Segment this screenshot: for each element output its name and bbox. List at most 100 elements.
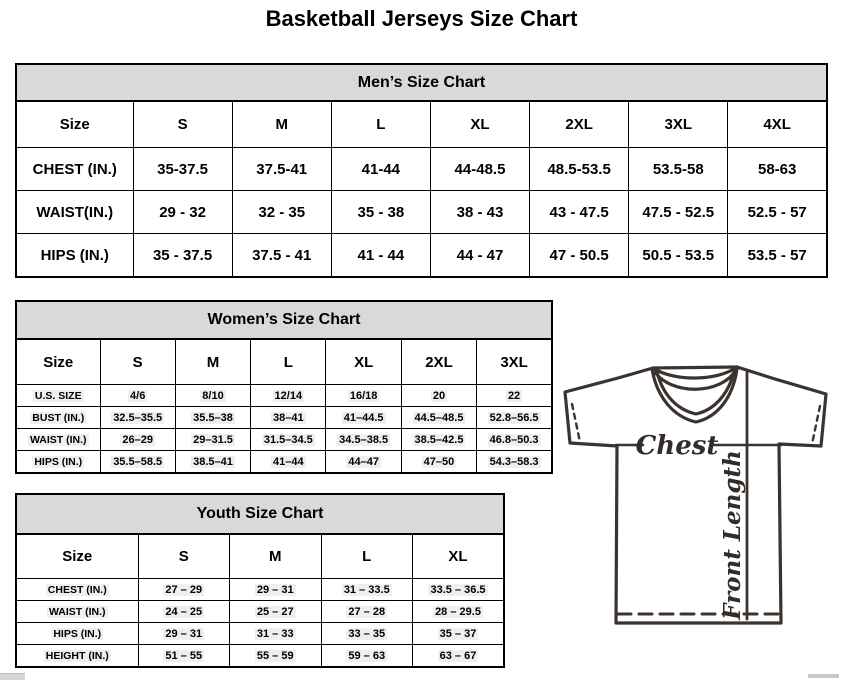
women-row-label: HIPS (IN.) — [15, 450, 101, 474]
youth-row-label: WAIST (IN.) — [15, 600, 139, 623]
women-cell: 38.5–42.5 — [400, 428, 478, 451]
left-cuff-dashed-seam — [570, 402, 582, 444]
youth-cell: 55 – 59 — [229, 644, 322, 668]
youth-col-M: M — [229, 533, 322, 579]
men-cell: 53.5 - 57 — [727, 233, 828, 278]
women-cell: 35.5–58.5 — [99, 450, 176, 474]
youth-col-L: L — [320, 533, 413, 579]
women-cell: 38–41 — [250, 406, 327, 429]
women-cell: 44.5–48.5 — [400, 406, 478, 429]
youth-cell: 51 – 55 — [137, 644, 230, 668]
women-cell: 52.8–56.5 — [476, 406, 553, 429]
women-cell: 29–31.5 — [174, 428, 252, 451]
right-cuff-dashed-seam — [810, 404, 822, 446]
youth-cell: 24 – 25 — [137, 600, 230, 623]
men-cell: 47.5 - 52.5 — [628, 190, 729, 234]
youth-row-label: HEIGHT (IN.) — [15, 644, 139, 668]
women-col-3XL: 3XL — [476, 338, 553, 385]
mens-size-chart-table: Men’s Size Chart Size S M L XL 2XL 3XL 4XL CHEST … — [15, 63, 828, 278]
women-col-S: S — [99, 338, 176, 385]
jersey-outline — [563, 365, 828, 625]
men-col-S: S — [132, 100, 233, 148]
men-cell: 48.5-53.5 — [529, 147, 630, 191]
page-title: Basketball Jerseys Size Chart — [265, 6, 578, 31]
jersey-vneck-outer — [650, 367, 739, 424]
men-cell: 50.5 - 53.5 — [628, 233, 729, 278]
men-cell: 47 - 50.5 — [529, 233, 630, 278]
women-row-label: BUST (IN.) — [15, 406, 101, 429]
men-chart-title: Men’s Size Chart — [15, 63, 828, 102]
women-col-2XL: 2XL — [400, 338, 478, 385]
women-cell: 20 — [400, 384, 478, 407]
men-size-header: Size — [15, 100, 134, 148]
youth-chart-title: Youth Size Chart — [15, 493, 505, 535]
women-cell: 44–47 — [325, 450, 402, 474]
youth-cell: 35 – 37 — [412, 622, 505, 645]
women-chart-title: Women’s Size Chart — [15, 300, 553, 340]
women-cell: 41–44 — [250, 450, 327, 474]
women-cell: 31.5–34.5 — [250, 428, 327, 451]
youth-row-label: CHEST (IN.) — [15, 578, 139, 601]
men-row-label: WAIST(IN.) — [15, 190, 134, 234]
women-size-header: Size — [15, 338, 101, 385]
women-cell: 38.5–41 — [174, 450, 252, 474]
men-cell: 29 - 32 — [132, 190, 233, 234]
men-cell: 38 - 43 — [429, 190, 531, 234]
youth-cell: 63 – 67 — [412, 644, 505, 668]
women-cell: 32.5–35.5 — [99, 406, 176, 429]
jersey-collar-back-arc — [651, 365, 739, 380]
women-cell: 4/6 — [99, 384, 176, 407]
youth-cell: 29 – 31 — [137, 622, 230, 645]
front-length-label: Front Length — [719, 450, 746, 621]
jersey-collar-band-arc — [652, 368, 738, 391]
men-cell: 52.5 - 57 — [727, 190, 828, 234]
women-cell: 26–29 — [99, 428, 176, 451]
women-cell: 34.5–38.5 — [325, 428, 402, 451]
men-col-M: M — [231, 100, 332, 148]
men-cell: 44-48.5 — [429, 147, 531, 191]
youth-cell: 33 – 35 — [320, 622, 413, 645]
women-cell: 41–44.5 — [325, 406, 402, 429]
men-col-2XL: 2XL — [529, 100, 630, 148]
women-cell: 8/10 — [174, 384, 252, 407]
youth-cell: 29 – 31 — [229, 578, 322, 601]
men-cell: 58-63 — [727, 147, 828, 191]
scrollbar-fragment-left[interactable] — [0, 673, 25, 680]
women-cell: 35.5–38 — [174, 406, 252, 429]
women-cell: 12/14 — [250, 384, 327, 407]
men-cell: 37.5-41 — [231, 147, 332, 191]
women-col-XL: XL — [325, 338, 402, 385]
women-cell: 54.3–58.3 — [476, 450, 553, 474]
youth-size-header: Size — [15, 533, 139, 579]
scrollbar-fragment-right[interactable] — [808, 674, 839, 678]
men-cell: 35-37.5 — [132, 147, 233, 191]
women-row-label: WAIST (IN.) — [15, 428, 101, 451]
women-cell: 47–50 — [400, 450, 478, 474]
youth-size-chart-table: Youth Size Chart Size S M L XL CHEST (IN.) 27 –… — [15, 493, 505, 668]
men-cell: 44 - 47 — [429, 233, 531, 278]
youth-cell: 28 – 29.5 — [412, 600, 505, 623]
men-cell: 53.5-58 — [628, 147, 729, 191]
youth-cell: 25 – 27 — [229, 600, 322, 623]
youth-cell: 27 – 29 — [137, 578, 230, 601]
men-col-XL: XL — [429, 100, 531, 148]
chest-label: Chest — [636, 431, 719, 461]
youth-cell: 31 – 33 — [229, 622, 322, 645]
youth-cell: 31 – 33.5 — [320, 578, 413, 601]
men-col-4XL: 4XL — [727, 100, 828, 148]
women-row-label: U.S. SIZE — [15, 384, 101, 407]
men-cell: 35 - 37.5 — [132, 233, 233, 278]
women-col-L: L — [250, 338, 327, 385]
youth-col-XL: XL — [412, 533, 505, 579]
youth-col-S: S — [137, 533, 230, 579]
youth-cell: 33.5 – 36.5 — [412, 578, 505, 601]
men-cell: 41-44 — [330, 147, 431, 191]
men-cell: 43 - 47.5 — [529, 190, 630, 234]
women-cell: 16/18 — [325, 384, 402, 407]
jersey-measurement-diagram: Chest Front Length — [556, 360, 838, 635]
men-col-L: L — [330, 100, 431, 148]
men-col-3XL: 3XL — [628, 100, 729, 148]
jersey-vneck-inner — [655, 370, 736, 416]
youth-cell: 59 – 63 — [320, 644, 413, 668]
men-row-label: CHEST (IN.) — [15, 147, 134, 191]
